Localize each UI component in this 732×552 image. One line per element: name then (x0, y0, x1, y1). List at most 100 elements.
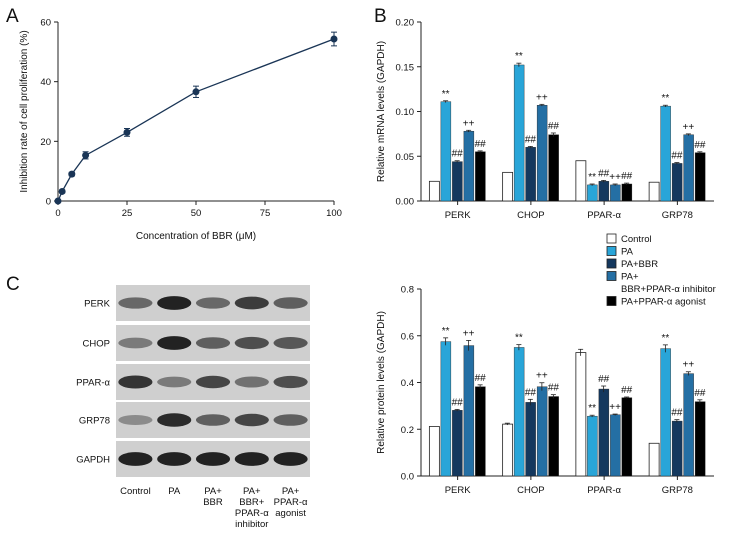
y-tick-label-a: 20 (40, 137, 51, 148)
blot-row-label: GRP78 (79, 416, 110, 427)
blot-lane-label: PA+ (243, 486, 261, 497)
legend-label: PA+ (621, 272, 639, 283)
data-point-a (192, 88, 200, 96)
blot-band (273, 375, 308, 389)
significance-label: ++ (463, 118, 475, 129)
blot-band (234, 296, 269, 310)
blot-lane-label: PPAR-α (235, 508, 269, 519)
bar (513, 347, 525, 477)
bar (536, 386, 548, 477)
bar (648, 181, 660, 202)
bar (598, 388, 610, 477)
y-tick-label: 0.15 (396, 62, 415, 73)
bar (660, 105, 671, 202)
x-tick-label: PPAR-α (587, 485, 621, 496)
legend-swatch (606, 246, 617, 256)
significance-label: ## (671, 408, 683, 419)
significance-label: ## (452, 397, 464, 408)
chart-b-mrna-bars: 0.00 0.05 0.10 0.15 0.20 Relative mRNA levels… (376, 18, 714, 221)
legend-label: PA (621, 247, 634, 258)
chart-c-protein-bars: 0.0 0.2 0.4 0.6 0.8 Relative protein levels (… (376, 285, 714, 496)
bar (513, 64, 525, 202)
blot-band (234, 336, 269, 350)
y-tick-label-a: 0 (46, 197, 51, 208)
bar (575, 160, 587, 202)
significance-label: ## (525, 387, 537, 398)
x-tick-label: PPAR-α (587, 210, 621, 221)
bar (587, 415, 598, 477)
bar (548, 134, 559, 202)
y-axis-title: Relative mRNA levels (GAPDH) (376, 41, 387, 182)
x-tick-label: GRP78 (662, 210, 693, 221)
legend-swatch (606, 233, 617, 244)
data-point-a (123, 128, 131, 136)
y-tick-label-a: 60 (40, 18, 51, 29)
x-tick-label: PERK (445, 485, 472, 496)
significance-label: ## (694, 140, 706, 151)
bar (452, 410, 463, 477)
x-tick-label: CHOP (517, 210, 544, 221)
blot-band (157, 336, 192, 350)
blot-band (195, 452, 231, 466)
blot-band (118, 297, 153, 309)
significance-label: ## (621, 171, 633, 182)
legend-label: PA+PPAR-α agonist (621, 297, 706, 308)
significance-label: ++ (683, 360, 695, 371)
bar (621, 183, 633, 202)
panel-letter-a: A (6, 6, 19, 27)
blot-lane-label: Control (120, 486, 151, 497)
x-tick-label-a: 75 (260, 208, 271, 219)
x-tick-label-a: 0 (55, 208, 60, 219)
blot-band (195, 337, 231, 349)
bar (428, 180, 440, 202)
y-axis-title: Relative protein levels (GAPDH) (376, 311, 387, 454)
bar (598, 181, 610, 202)
bar (502, 171, 514, 202)
blot-lane-label: PA+ (204, 486, 222, 497)
bar (621, 397, 633, 477)
bar (671, 420, 683, 477)
significance-label: ++ (463, 328, 475, 339)
significance-label: ## (598, 374, 610, 385)
bar (610, 414, 621, 477)
bar (475, 151, 486, 202)
data-point-a (68, 170, 76, 178)
data-point-a (330, 35, 338, 43)
y-tick-label: 0.05 (396, 152, 415, 163)
data-point-a (82, 151, 90, 159)
bar (536, 105, 548, 202)
y-tick-label: 0.4 (401, 378, 414, 389)
significance-label: ** (661, 333, 669, 344)
bar (525, 402, 536, 477)
bar (587, 184, 598, 202)
significance-label: ## (671, 151, 683, 162)
significance-label: ## (548, 383, 560, 394)
blot-lane-label: PPAR-α (274, 497, 308, 508)
blot-lane-label: inhibitor (235, 519, 268, 530)
x-tick-label-a: 25 (122, 208, 133, 219)
bar (683, 134, 694, 202)
significance-label: ** (515, 333, 523, 344)
blot-band (118, 452, 153, 466)
legend-swatch (606, 258, 617, 269)
significance-label: ** (661, 93, 669, 104)
bar (463, 345, 475, 477)
bar (694, 401, 706, 477)
blot-lane-label: BBR+ (239, 497, 265, 508)
chart-a-line: 0 20 40 60 0 25 50 75 100 Concentration of BBR (μ… (19, 18, 342, 243)
y-tick-label: 0.6 (401, 331, 414, 342)
y-axis-title-a: Inhibition rate of cell proliferation (%… (19, 30, 30, 192)
bar (475, 386, 486, 477)
blot-band (273, 452, 308, 466)
x-tick-label-a: 100 (326, 208, 342, 219)
y-tick-label-a: 40 (40, 77, 51, 88)
blot-band (234, 376, 269, 388)
legend-label: Control (621, 234, 652, 245)
bar (440, 341, 452, 477)
blot-band (157, 376, 192, 388)
blot-row-label: CHOP (83, 339, 110, 350)
bar (463, 130, 475, 202)
blot-lane-label: BBR (203, 497, 223, 508)
significance-label: ## (475, 139, 487, 150)
